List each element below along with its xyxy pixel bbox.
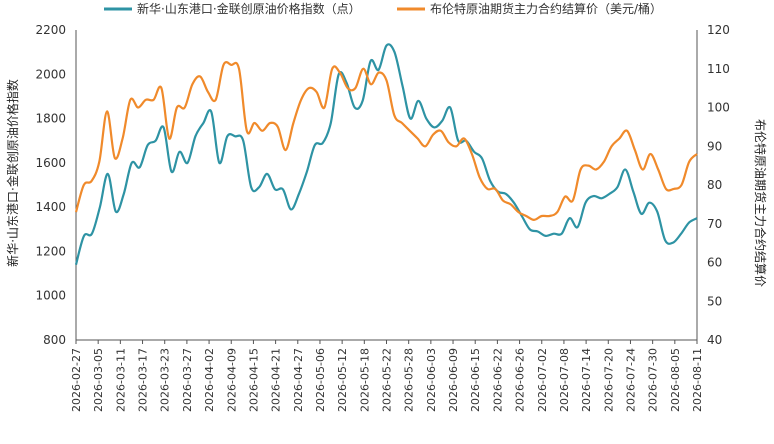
x-tick-label: 2026-06-26 bbox=[514, 348, 527, 412]
x-tick-label: 2026-06-09 bbox=[447, 348, 460, 412]
y-left-tick-label: 2200 bbox=[35, 23, 66, 37]
series-layer bbox=[74, 43, 698, 265]
y-left-tick-label: 1200 bbox=[35, 244, 66, 258]
y-axis-left-label: 新华·山东港口·金联创原油价格指数 bbox=[5, 79, 20, 267]
x-tick-label: 2026-06-15 bbox=[469, 348, 482, 412]
x-tick-label: 2026-08-05 bbox=[669, 348, 682, 412]
x-tick-label: 2026-03-27 bbox=[181, 348, 194, 412]
y-right-tick-label: 60 bbox=[707, 256, 722, 270]
y-right-tick-label: 110 bbox=[707, 62, 730, 76]
legend: 新华·山东港口·金联创原油价格指数（点） 布伦特原油期货主力合约结算价（美元/桶） bbox=[104, 1, 662, 16]
x-tick-label: 2026-07-24 bbox=[624, 348, 637, 412]
y-right-tick-label: 40 bbox=[707, 333, 722, 347]
x-tick-label: 2026-03-05 bbox=[92, 348, 105, 412]
y-right-tick-label: 90 bbox=[707, 139, 722, 153]
x-tick-label: 2026-04-21 bbox=[270, 348, 283, 412]
x-tick-label: 2026-03-17 bbox=[137, 348, 150, 412]
x-tick-label: 2026-07-08 bbox=[558, 348, 571, 412]
x-tick-label: 2026-06-22 bbox=[491, 348, 504, 412]
x-tick-label: 2026-06-03 bbox=[425, 348, 438, 412]
y-right-tick-label: 80 bbox=[707, 178, 722, 192]
y-left-tick-label: 800 bbox=[43, 333, 66, 347]
x-tick-label: 2026-07-30 bbox=[647, 348, 660, 412]
y-right-tick-label: 50 bbox=[707, 294, 722, 308]
y-axis-right-label: 布伦特原油期货主力合约结算价 bbox=[753, 119, 768, 287]
legend-entry: 新华·山东港口·金联创原油价格指数（点） bbox=[137, 1, 361, 16]
x-tick-label: 2026-03-11 bbox=[114, 348, 127, 412]
x-tick-label: 2026-04-15 bbox=[247, 348, 260, 412]
x-tick-label: 2026-08-11 bbox=[691, 348, 704, 412]
x-tick-label: 2026-04-02 bbox=[203, 348, 216, 412]
y-right-tick-label: 120 bbox=[707, 23, 730, 37]
x-tick-label: 2026-04-27 bbox=[292, 348, 305, 412]
y-right-tick-label: 70 bbox=[707, 217, 722, 231]
x-tick-label: 2026-05-22 bbox=[381, 348, 394, 412]
axes: 800 1000 1200 1400 1600 1800 2000 2200 40 50 60 70 8… bbox=[35, 23, 729, 412]
x-tick-label: 2026-05-06 bbox=[314, 348, 327, 412]
x-tick-label: 2026-07-02 bbox=[536, 348, 549, 412]
series-line-brent bbox=[74, 61, 698, 221]
x-tick-label: 2026-07-20 bbox=[602, 348, 615, 412]
x-tick-label: 2026-05-28 bbox=[403, 348, 416, 412]
y-left-tick-label: 1400 bbox=[35, 200, 66, 214]
x-tick-label: 2026-04-09 bbox=[225, 348, 238, 412]
y-left-tick-label: 1800 bbox=[35, 112, 66, 126]
legend-entry: 布伦特原油期货主力合约结算价（美元/桶） bbox=[430, 1, 662, 16]
series-line-price-index bbox=[74, 43, 698, 265]
y-left-tick-label: 1000 bbox=[35, 289, 66, 303]
y-right-tick-label: 100 bbox=[707, 101, 730, 115]
y-left-tick-label: 2000 bbox=[35, 67, 66, 81]
x-tick-label: 2026-03-23 bbox=[159, 348, 172, 412]
x-tick-label: 2026-02-27 bbox=[70, 348, 83, 412]
x-tick-label: 2026-07-14 bbox=[580, 348, 593, 412]
y-left-tick-label: 1600 bbox=[35, 156, 66, 170]
x-tick-label: 2026-05-18 bbox=[358, 348, 371, 412]
x-tick-label: 2026-05-12 bbox=[336, 348, 349, 412]
